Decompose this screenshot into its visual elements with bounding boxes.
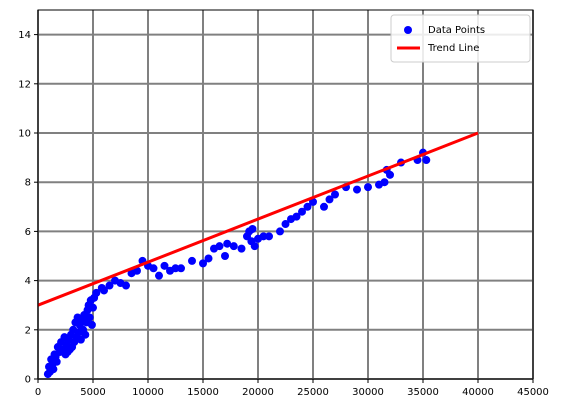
data-point-57 bbox=[177, 264, 185, 273]
data-point-38 bbox=[87, 320, 96, 329]
data-point-80 bbox=[303, 202, 312, 211]
legend: Data Points Trend Line bbox=[390, 14, 531, 63]
data-point-41 bbox=[92, 288, 101, 297]
grid bbox=[37, 10, 534, 380]
x-tick-label-4: 20000 bbox=[242, 387, 274, 398]
axis-ticks: 0 5000 10000 15000 20000 25000 30000 35000 40000… bbox=[18, 30, 549, 398]
legend-label-trend-line: Trend Line bbox=[427, 43, 479, 54]
y-tick-label-3: 6 bbox=[25, 227, 31, 238]
legend-label-data-points: Data Points bbox=[428, 25, 485, 36]
y-tick-label-4: 8 bbox=[25, 178, 31, 189]
data-point-95 bbox=[422, 156, 431, 165]
data-point-53 bbox=[155, 271, 163, 280]
data-point-86 bbox=[353, 185, 361, 194]
data-point-71 bbox=[250, 242, 259, 251]
trend-line bbox=[37, 131, 479, 307]
y-tick-label-2: 4 bbox=[25, 276, 31, 287]
data-point-5 bbox=[49, 365, 58, 374]
x-tick-label-1: 5000 bbox=[80, 387, 105, 398]
y-tick-label-1: 2 bbox=[25, 325, 31, 336]
data-point-64 bbox=[223, 239, 232, 248]
data-point-75 bbox=[276, 227, 284, 236]
y-tick-label-0: 0 bbox=[25, 375, 31, 386]
plot-marks bbox=[37, 131, 479, 379]
data-point-63 bbox=[221, 252, 229, 260]
data-point-74 bbox=[265, 232, 273, 241]
y-tick-label-6: 12 bbox=[18, 79, 31, 90]
y-tick-label-5: 10 bbox=[18, 129, 31, 140]
y-tick-label-7: 14 bbox=[18, 30, 31, 41]
data-point-54 bbox=[160, 261, 169, 270]
legend-marker-data-points bbox=[404, 26, 412, 34]
x-tick-label-9: 45000 bbox=[517, 387, 549, 398]
x-tick-label-5: 25000 bbox=[297, 387, 329, 398]
x-tick-label-6: 30000 bbox=[352, 387, 384, 398]
data-point-58 bbox=[188, 256, 196, 265]
data-point-62 bbox=[215, 242, 224, 251]
data-point-60 bbox=[204, 254, 213, 263]
plot-area-border bbox=[37, 9, 534, 380]
data-point-79 bbox=[298, 207, 306, 216]
data-point-78 bbox=[292, 212, 301, 221]
data-point-52 bbox=[149, 264, 158, 273]
data-point-36 bbox=[85, 313, 94, 322]
axes-frame bbox=[37, 9, 534, 380]
data-point-59 bbox=[199, 259, 207, 268]
x-tick-label-2: 10000 bbox=[132, 387, 164, 398]
x-tick-label-8: 40000 bbox=[462, 387, 494, 398]
data-point-39 bbox=[89, 303, 97, 312]
data-point-73 bbox=[259, 232, 268, 241]
data-point-47 bbox=[122, 281, 130, 290]
data-point-32 bbox=[81, 330, 90, 339]
legend-box bbox=[390, 14, 531, 63]
data-point-65 bbox=[229, 242, 238, 251]
data-point-89 bbox=[380, 178, 389, 187]
data-point-84 bbox=[331, 190, 339, 199]
data-point-43 bbox=[100, 286, 108, 295]
data-point-83 bbox=[325, 195, 334, 204]
data-point-82 bbox=[320, 202, 328, 211]
x-tick-label-0: 0 bbox=[35, 387, 41, 398]
data-point-76 bbox=[281, 220, 290, 229]
data-point-8 bbox=[52, 357, 61, 366]
data-point-70 bbox=[248, 224, 257, 233]
data-point-44 bbox=[105, 281, 114, 290]
data-point-56 bbox=[171, 264, 180, 273]
data-point-66 bbox=[237, 244, 246, 253]
data-point-91 bbox=[386, 170, 394, 179]
data-point-87 bbox=[364, 183, 372, 192]
x-tick-label-7: 35000 bbox=[407, 387, 439, 398]
x-tick-label-3: 15000 bbox=[187, 387, 219, 398]
